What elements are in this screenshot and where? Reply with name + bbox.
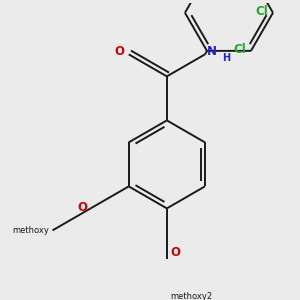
Text: N: N — [207, 45, 218, 58]
Text: methoxy: methoxy — [12, 226, 49, 235]
Text: Cl: Cl — [255, 5, 268, 18]
Text: methoxy2: methoxy2 — [170, 292, 212, 300]
Text: Cl: Cl — [233, 43, 246, 56]
Text: O: O — [77, 201, 87, 214]
Text: H: H — [223, 52, 231, 63]
Text: O: O — [114, 45, 124, 58]
Text: O: O — [170, 246, 180, 259]
